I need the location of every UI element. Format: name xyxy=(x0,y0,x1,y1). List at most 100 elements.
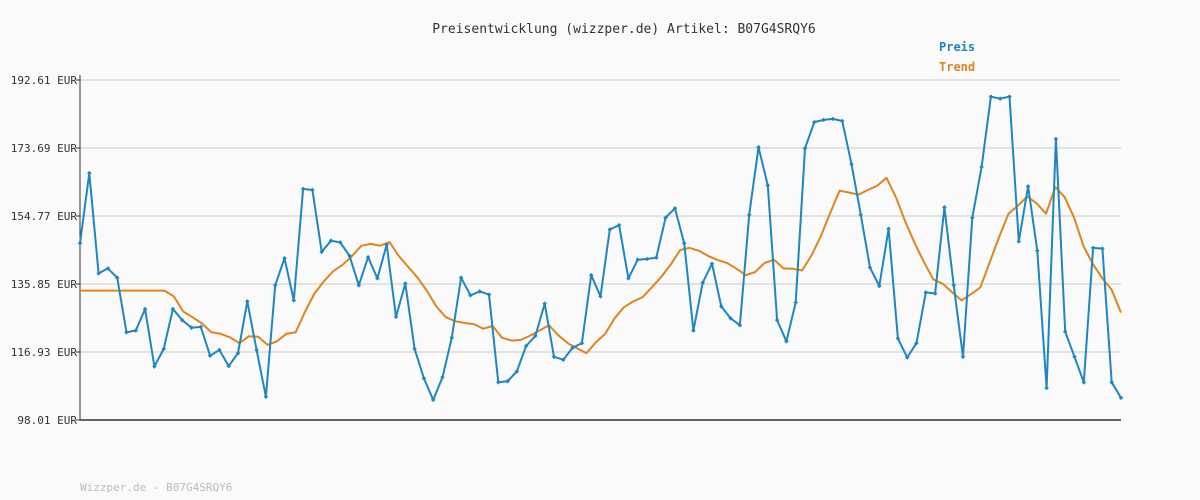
data-point xyxy=(997,96,1003,101)
data-point xyxy=(468,293,473,298)
data-point xyxy=(1053,136,1059,142)
data-point xyxy=(77,240,83,246)
data-point xyxy=(403,281,408,286)
data-point xyxy=(393,314,399,320)
data-point xyxy=(254,347,259,353)
data-point xyxy=(124,330,129,335)
data-point xyxy=(328,238,334,243)
data-point xyxy=(579,340,585,346)
data-point xyxy=(644,256,650,262)
data-point xyxy=(561,357,566,362)
data-point xyxy=(282,256,287,261)
data-point xyxy=(691,328,696,333)
data-point xyxy=(1090,245,1096,251)
data-point xyxy=(1072,354,1077,360)
data-point xyxy=(728,316,733,321)
data-point xyxy=(412,346,417,352)
data-point xyxy=(1025,184,1031,189)
y-tick-label: 98.01 EUR xyxy=(17,414,77,427)
data-point xyxy=(700,280,705,285)
y-tick-label: 192.61 EUR xyxy=(11,74,78,87)
data-point xyxy=(142,306,148,312)
data-point xyxy=(765,183,771,188)
y-tick-label: 173.69 EUR xyxy=(11,142,78,155)
data-point xyxy=(189,325,194,330)
data-point xyxy=(1044,385,1049,391)
data-point xyxy=(533,333,538,339)
data-point xyxy=(458,275,464,280)
data-point xyxy=(979,164,984,170)
data-point xyxy=(1035,248,1040,254)
data-point xyxy=(1100,246,1105,251)
data-point xyxy=(719,304,724,309)
data-point xyxy=(849,161,854,167)
data-point xyxy=(570,345,575,351)
data-point xyxy=(681,240,687,246)
data-point xyxy=(988,94,994,99)
data-point xyxy=(337,240,343,245)
data-point xyxy=(551,354,557,360)
data-point xyxy=(505,378,510,384)
data-point xyxy=(421,376,427,381)
y-tick-label: 116.93 EUR xyxy=(11,346,78,359)
data-point xyxy=(1062,329,1068,334)
data-point xyxy=(272,283,278,288)
data-point xyxy=(654,255,659,260)
data-point xyxy=(300,186,306,192)
data-point xyxy=(960,354,966,360)
data-point xyxy=(839,118,845,124)
data-point xyxy=(347,253,352,259)
y-tick-label: 154.77 EUR xyxy=(11,210,78,223)
data-point xyxy=(365,254,371,260)
y-tick-label: 135.85 EUR xyxy=(11,278,78,291)
data-point xyxy=(709,261,715,266)
data-point xyxy=(523,343,529,349)
data-point xyxy=(1109,380,1114,385)
data-point xyxy=(1016,239,1022,244)
data-point xyxy=(207,353,213,358)
data-point xyxy=(598,294,603,299)
data-point xyxy=(87,170,92,176)
data-point xyxy=(877,283,882,289)
data-point xyxy=(635,257,640,262)
data-point xyxy=(514,369,520,374)
data-point xyxy=(821,117,826,123)
data-point xyxy=(784,339,789,344)
data-point xyxy=(486,292,492,297)
y-axis-ticks: 192.61 EUR 173.69 EUR 154.77 EUR 135.85 EUR… xyxy=(11,74,80,427)
data-point xyxy=(830,116,836,122)
footer-text: Wizzper.de - B07G4SRQY6 xyxy=(80,481,232,494)
data-point xyxy=(886,226,891,232)
data-point xyxy=(263,394,269,399)
data-point xyxy=(626,276,631,281)
data-point xyxy=(245,299,250,304)
data-point xyxy=(440,375,445,380)
data-point xyxy=(1007,94,1012,99)
data-point xyxy=(588,272,594,278)
data-point xyxy=(291,298,297,303)
data-point xyxy=(356,283,362,288)
data-point xyxy=(542,301,547,306)
data-point xyxy=(235,350,241,356)
data-point xyxy=(496,380,501,385)
data-point xyxy=(914,340,919,346)
data-point xyxy=(793,300,798,305)
grid-lines xyxy=(80,79,1121,353)
legend-trend: Trend xyxy=(939,60,975,74)
series-line-preis xyxy=(79,95,1122,401)
data-point xyxy=(951,283,956,288)
chart-title: Preisentwicklung (wizzper.de) Artikel: B… xyxy=(432,22,816,37)
data-point xyxy=(449,335,455,340)
data-point xyxy=(942,205,947,210)
data-point xyxy=(904,355,910,360)
data-point xyxy=(477,289,482,294)
data-point xyxy=(867,265,873,270)
data-point xyxy=(895,336,901,341)
legend-preis: Preis xyxy=(939,40,975,54)
data-point xyxy=(923,290,929,295)
data-point xyxy=(430,397,436,403)
data-point xyxy=(375,276,380,281)
data-point xyxy=(737,322,743,328)
data-point xyxy=(133,328,139,333)
